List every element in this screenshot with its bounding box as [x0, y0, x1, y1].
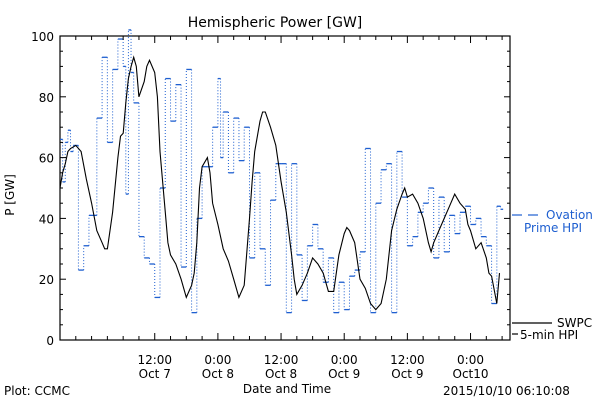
x-tick-label-date: Oct 8 — [265, 367, 297, 381]
y-tick-label-0: 0 — [46, 334, 54, 348]
x-tick-label-date: Oct 7 — [139, 367, 171, 381]
x-tick-label-time: 12:00 — [390, 353, 425, 367]
y-tick-label-100: 100 — [31, 30, 54, 44]
y-axis-label: P [GW] — [3, 174, 17, 216]
legend-ovation-label-2: Prime HPI — [524, 221, 582, 235]
x-tick-label-time: 12:00 — [137, 353, 172, 367]
y-tick-label-80: 80 — [39, 91, 54, 105]
x-tick-label-time: 0:00 — [457, 353, 484, 367]
x-tick-label-date: Oct 9 — [328, 367, 360, 381]
x-tick-label-date: Oct 9 — [391, 367, 423, 381]
plot-frame — [59, 35, 511, 341]
y-axis: 0 20 40 60 80 100 — [31, 30, 510, 348]
footer-credit: Plot: CCMC — [4, 384, 70, 398]
y-tick-label-20: 20 — [39, 273, 54, 287]
series-group — [60, 29, 504, 314]
series-ovation-prime — [60, 29, 504, 314]
legend-ovation-label-1: Ovation — [546, 208, 593, 222]
legend: Ovation Prime HPI SWPC 5-min HPI — [512, 208, 593, 342]
x-tick-label-time: 0:00 — [331, 353, 358, 367]
legend-swpc-label-2: 5-min HPI — [520, 328, 578, 342]
x-axis-label: Date and Time — [243, 382, 331, 396]
chart-title: Hemispheric Power [GW] — [188, 15, 363, 31]
legend-swpc-label-1: SWPC — [557, 316, 592, 330]
x-tick-label-time: 12:00 — [264, 353, 299, 367]
footer-timestamp: 2015/10/10 06:10:08 — [443, 384, 570, 398]
x-tick-label-date: Oct10 — [453, 367, 489, 381]
x-tick-label-date: Oct 8 — [202, 367, 234, 381]
y-tick-label-60: 60 — [39, 152, 54, 166]
y-tick-label-40: 40 — [39, 212, 54, 226]
series-swpc-line — [60, 55, 501, 311]
plot-area — [59, 29, 511, 341]
x-tick-label-time: 0:00 — [204, 353, 231, 367]
